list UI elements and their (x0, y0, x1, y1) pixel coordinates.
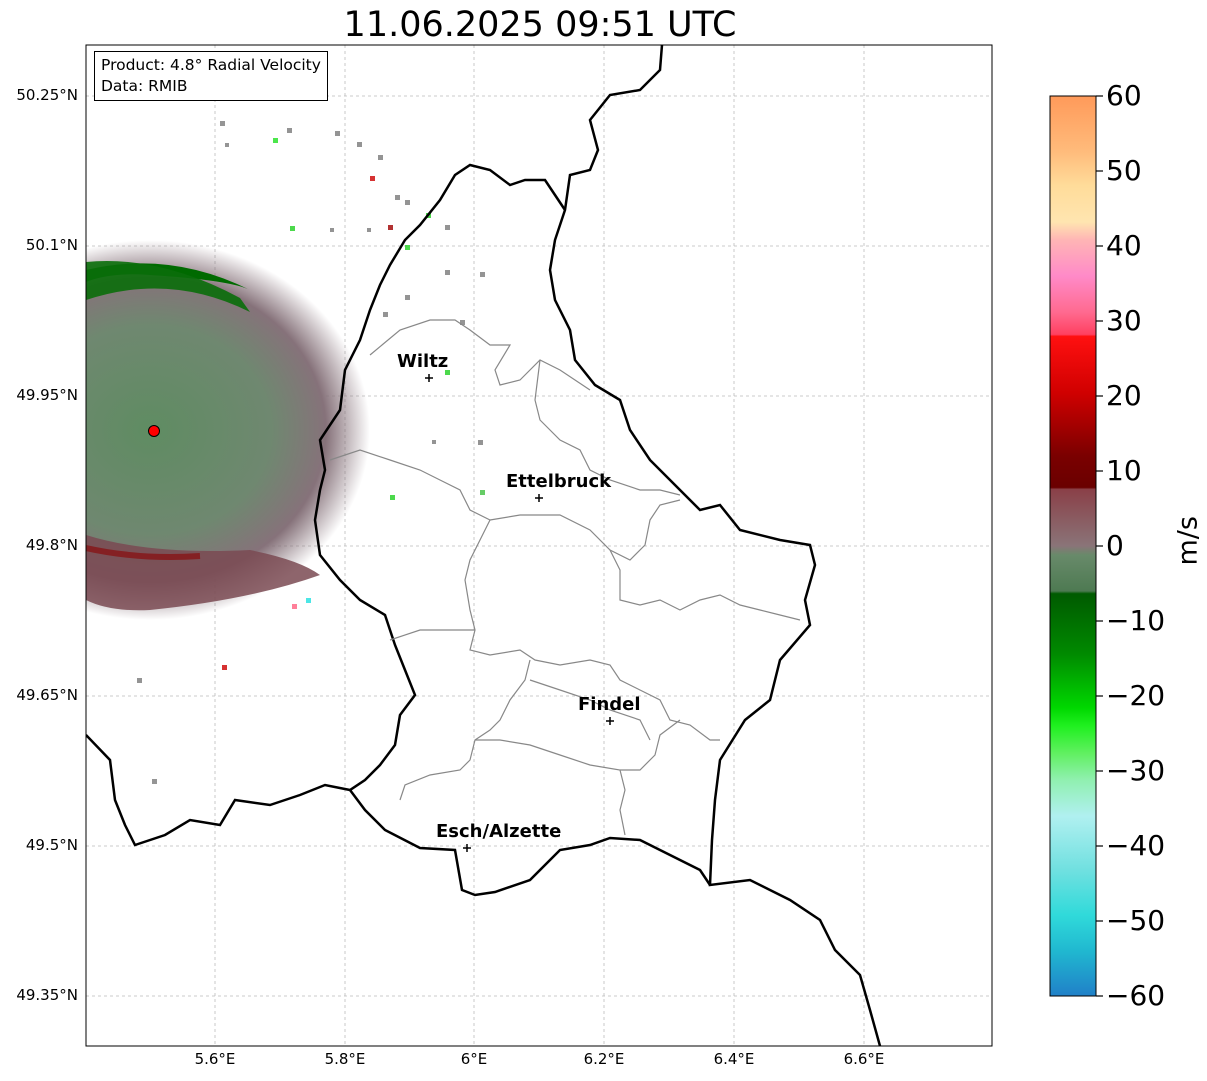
x-tick-label: 6°E (460, 1050, 488, 1068)
colorbar-tick-label: 0 (1106, 529, 1124, 562)
y-tick-label: 49.8°N (25, 536, 78, 554)
colorbar-tick-label: −40 (1106, 829, 1166, 862)
colorbar-tick-label: −60 (1106, 979, 1166, 1012)
radar-site-marker (148, 425, 160, 437)
colorbar-tick-label: 20 (1106, 379, 1142, 412)
product-info-box: Product: 4.8° Radial Velocity Data: RMIB (94, 51, 328, 101)
city-label-wiltz: Wiltz (397, 351, 449, 372)
admin-boundaries (329, 319, 801, 836)
colorbar (1049, 95, 1097, 997)
x-tick-label: 6.2°E (583, 1050, 625, 1068)
city-label-ettelbruck: Ettelbruck (506, 471, 612, 492)
y-tick-label: 50.25°N (16, 86, 78, 104)
colorbar-tick-label: 50 (1106, 154, 1142, 187)
product-line: Product: 4.8° Radial Velocity (101, 56, 321, 74)
colorbar-unit-label: m/s (1172, 516, 1204, 566)
colorbar-ticks (1096, 95, 1103, 997)
x-tick-label: 5.6°E (194, 1050, 236, 1068)
x-tick-label: 6.6°E (843, 1050, 885, 1068)
colorbar-tick-label: −20 (1106, 679, 1166, 712)
colorbar-tick-label: −10 (1106, 604, 1166, 637)
y-tick-label: 49.65°N (16, 686, 78, 704)
y-tick-label: 49.95°N (16, 386, 78, 404)
y-tick-label: 49.35°N (16, 986, 78, 1004)
map-title: 11.06.2025 09:51 UTC (343, 5, 737, 45)
colorbar-tick-label: −50 (1106, 904, 1166, 937)
borders (86, 45, 882, 1046)
x-tick-label: 6.4°E (713, 1050, 755, 1068)
city-label-findel: Findel (578, 694, 641, 715)
y-tick-label: 50.1°N (25, 236, 78, 254)
colorbar-tick-label: 60 (1106, 79, 1142, 112)
radar-echo (86, 121, 485, 784)
city-label-esch: Esch/Alzette (436, 821, 562, 842)
city-markers (425, 374, 614, 852)
colorbar-tick-label: 10 (1106, 454, 1142, 487)
data-source-line: Data: RMIB (101, 77, 188, 95)
y-tick-label: 49.5°N (25, 836, 78, 854)
colorbar-tick-label: 30 (1106, 304, 1142, 337)
colorbar-tick-label: 40 (1106, 229, 1142, 262)
x-tick-label: 5.8°E (324, 1050, 366, 1068)
colorbar-tick-label: −30 (1106, 754, 1166, 787)
